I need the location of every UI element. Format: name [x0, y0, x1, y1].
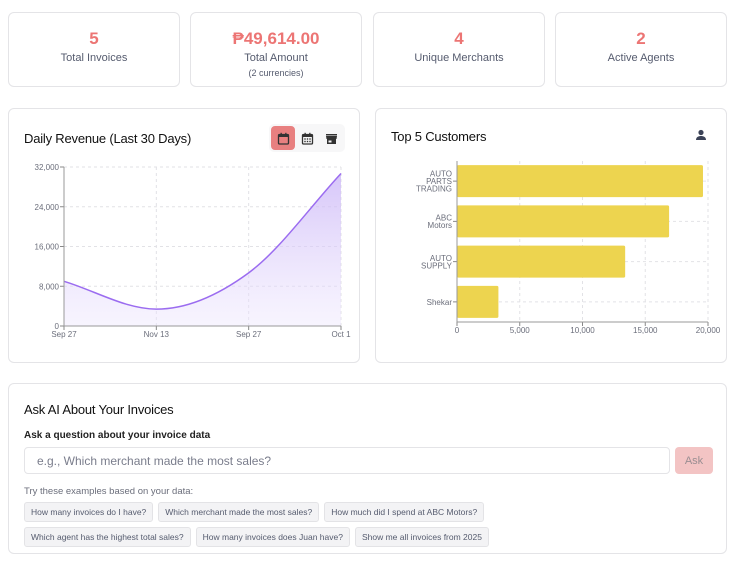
x-tick-label: Sep 27	[236, 330, 262, 339]
example-chip[interactable]: How many invoices does Juan have?	[195, 527, 350, 547]
revenue-title: Daily Revenue (Last 30 Days)	[24, 131, 192, 146]
daily-view-button[interactable]	[271, 126, 295, 150]
example-chip[interactable]: Which agent has the highest total sales?	[24, 527, 191, 547]
customers-title: Top 5 Customers	[391, 129, 487, 144]
view-toggle-group	[269, 124, 345, 152]
example-chip[interactable]: How many invoices do I have?	[24, 502, 154, 522]
examples-label: Try these examples based on your data:	[24, 486, 194, 497]
x-tick-label: 10,000	[570, 326, 595, 335]
stat-label: Active Agents	[607, 52, 675, 64]
calendar-month-icon	[301, 132, 313, 145]
x-tick-label: 20,000	[696, 326, 721, 335]
y-tick-label: 32,000	[35, 163, 60, 172]
stat-active-agents: 2 Active Agents	[555, 12, 727, 87]
stat-label: Unique Merchants	[414, 52, 504, 64]
stat-value: 4	[454, 29, 464, 48]
calendar-day-icon	[277, 132, 289, 145]
customer-bar	[457, 285, 499, 318]
x-tick-label: 0	[455, 326, 460, 335]
stat-total-amount: ₱49,614.00 Total Amount (2 currencies)	[190, 12, 362, 87]
y-tick-label: 16,000	[35, 243, 60, 252]
y-tick-label: 0	[55, 322, 60, 331]
x-tick-label: 5,000	[510, 326, 531, 335]
y-tick-label: 8,000	[39, 282, 60, 291]
stat-unique-merchants: 4 Unique Merchants	[373, 12, 545, 87]
stat-value: 2	[636, 29, 646, 48]
revenue-line	[63, 172, 342, 310]
ask-button[interactable]: Ask	[675, 447, 713, 474]
merchant-view-button[interactable]	[319, 126, 343, 150]
stat-value: 5	[89, 29, 99, 48]
stat-sub: (2 currencies)	[248, 68, 304, 78]
customer-bar	[457, 205, 670, 238]
y-tick-label: ABC Motors	[428, 214, 453, 231]
y-tick-label: AUTO PARTS TRADING	[416, 170, 452, 194]
stat-value: ₱49,614.00	[232, 29, 320, 48]
x-tick-label: Oct 1	[331, 330, 351, 339]
stat-total-invoices: 5 Total Invoices	[8, 12, 180, 87]
stat-label: Total Amount	[244, 52, 308, 64]
example-chips: How many invoices do I have? Which merch…	[24, 502, 644, 547]
monthly-view-button[interactable]	[295, 126, 319, 150]
question-label: Ask a question about your invoice data	[24, 430, 211, 441]
example-chip[interactable]: Which merchant made the most sales?	[158, 502, 320, 522]
customer-bar	[457, 165, 703, 198]
question-input[interactable]	[24, 447, 670, 474]
x-tick-label: Sep 27	[51, 330, 77, 339]
x-tick-label: 15,000	[633, 326, 658, 335]
customer-bar	[457, 245, 626, 278]
y-tick-label: AUTO SUPPLY	[421, 254, 453, 271]
y-tick-label: 24,000	[35, 203, 60, 212]
ask-ai-card: Ask AI About Your Invoices Ask a questio…	[8, 383, 727, 554]
charts-layer: 0 8,000 16,000 24,000 32,000 Sep 27 Nov 13 Sep …	[35, 161, 721, 339]
user-icon[interactable]	[695, 129, 707, 141]
ask-ai-title: Ask AI About Your Invoices	[24, 402, 174, 417]
y-tick-label: Shekar	[427, 298, 453, 307]
example-chip[interactable]: How much did I spend at ABC Motors?	[324, 502, 485, 522]
store-icon	[325, 133, 337, 144]
revenue-area	[64, 173, 341, 326]
stat-label: Total Invoices	[60, 52, 128, 64]
x-tick-label: Nov 13	[144, 330, 170, 339]
example-chip[interactable]: Show me all invoices from 2025	[354, 527, 489, 547]
